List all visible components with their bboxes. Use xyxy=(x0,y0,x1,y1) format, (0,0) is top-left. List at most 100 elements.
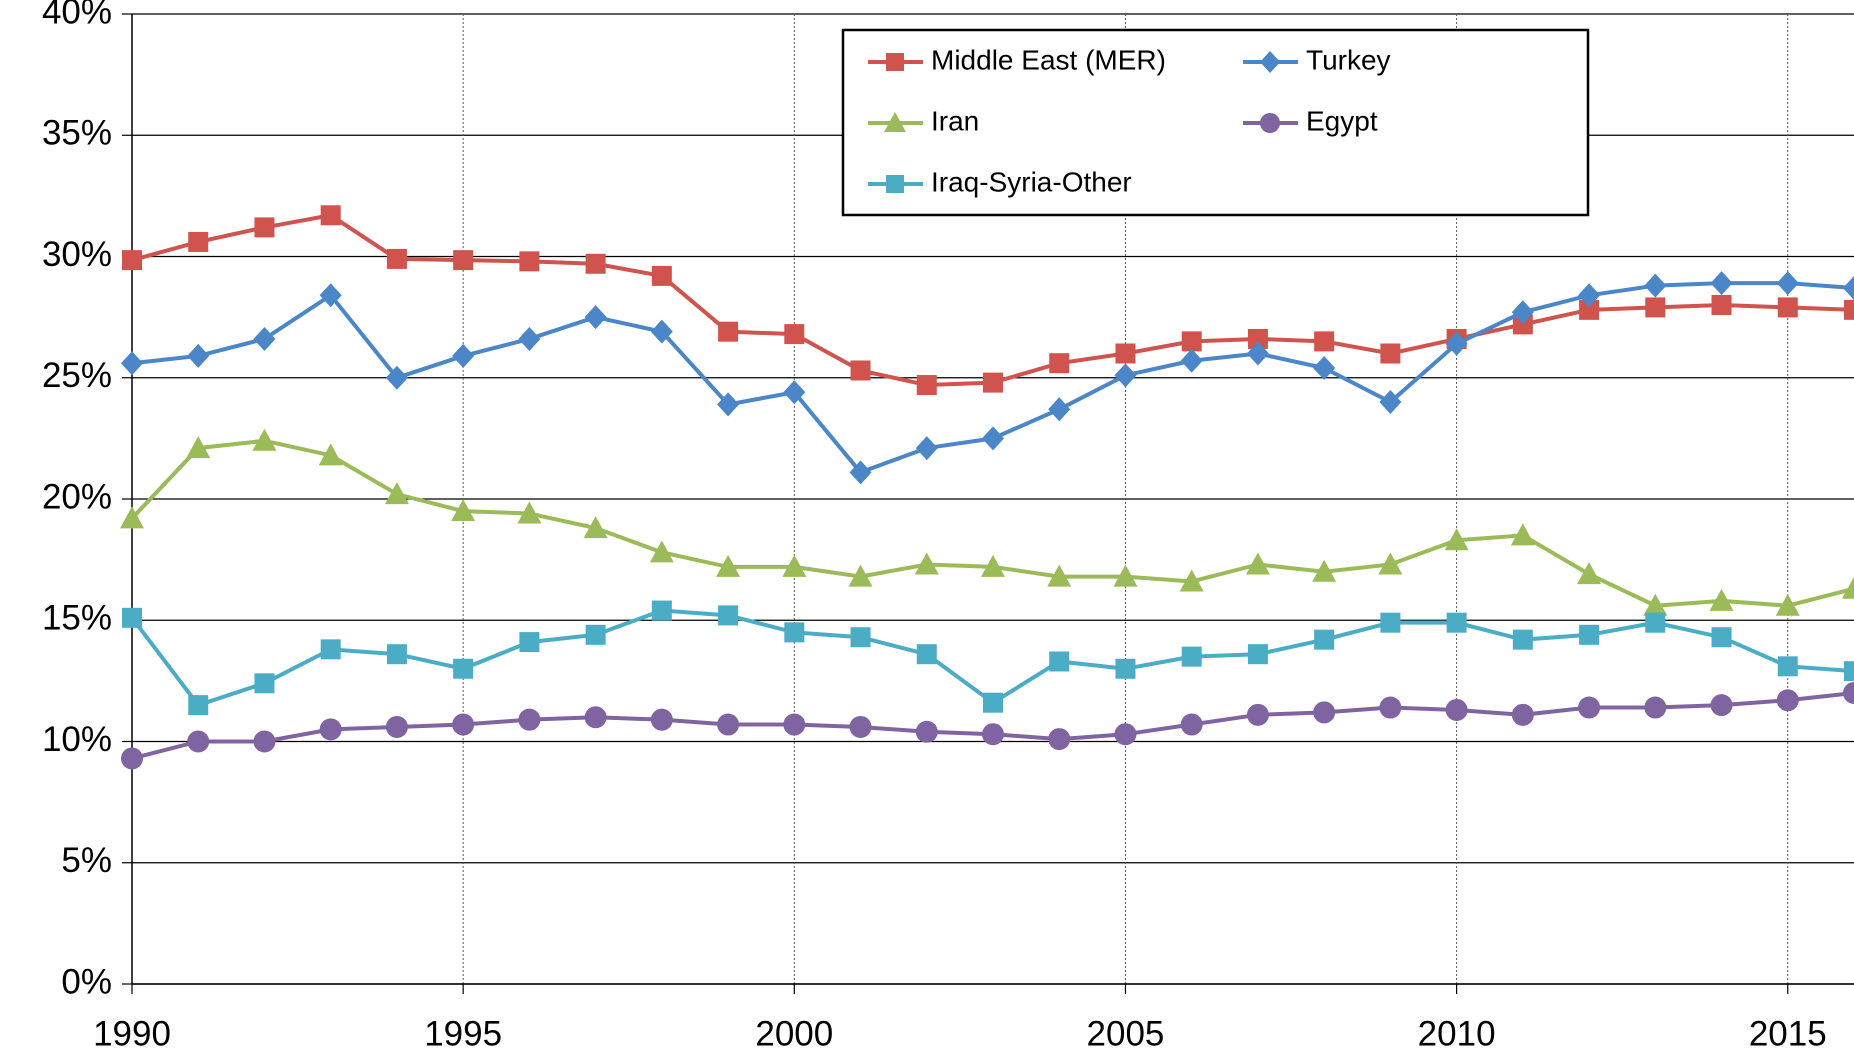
marker xyxy=(1577,562,1602,585)
marker xyxy=(886,53,904,71)
marker xyxy=(718,605,739,626)
marker xyxy=(783,380,806,405)
marker xyxy=(1180,348,1203,373)
marker xyxy=(1843,276,1854,301)
marker xyxy=(850,627,871,648)
marker xyxy=(1512,629,1533,650)
x-tick-label: 2015 xyxy=(1749,1014,1827,1053)
marker xyxy=(1181,331,1202,352)
marker xyxy=(1247,644,1268,665)
y-tick-label: 30% xyxy=(42,235,112,274)
legend-label: Egypt xyxy=(1306,105,1378,136)
marker xyxy=(1113,564,1138,587)
marker xyxy=(1379,696,1402,719)
marker xyxy=(1379,390,1402,414)
marker xyxy=(1645,297,1666,318)
marker xyxy=(914,552,939,575)
marker xyxy=(1644,696,1667,719)
marker xyxy=(451,499,476,522)
x-tick-label: 2010 xyxy=(1418,1014,1496,1053)
marker xyxy=(1710,271,1733,296)
marker xyxy=(386,644,407,665)
marker xyxy=(982,426,1004,451)
marker xyxy=(121,747,143,770)
marker xyxy=(384,482,409,505)
marker xyxy=(1048,728,1071,751)
marker xyxy=(1844,299,1854,320)
marker xyxy=(1776,271,1799,296)
marker xyxy=(782,554,807,577)
marker xyxy=(1115,343,1136,364)
marker xyxy=(585,253,606,274)
marker xyxy=(1445,698,1468,721)
marker xyxy=(717,713,740,736)
marker xyxy=(1777,297,1798,318)
marker xyxy=(519,632,540,653)
marker xyxy=(518,326,541,351)
marker xyxy=(1114,723,1137,746)
marker xyxy=(1644,273,1667,298)
marker xyxy=(122,250,142,271)
marker xyxy=(1842,576,1854,599)
marker xyxy=(1246,341,1269,366)
legend-box xyxy=(841,28,1590,217)
marker xyxy=(187,730,210,753)
marker xyxy=(1313,356,1336,381)
marker xyxy=(1645,612,1666,633)
marker xyxy=(717,392,740,417)
marker xyxy=(1115,658,1136,679)
marker xyxy=(1709,588,1734,611)
marker xyxy=(1049,651,1070,672)
marker xyxy=(983,372,1003,393)
marker xyxy=(718,321,739,342)
marker xyxy=(187,343,210,368)
marker xyxy=(1710,694,1733,717)
marker xyxy=(1247,328,1268,349)
marker xyxy=(318,443,343,466)
marker xyxy=(1844,661,1854,682)
y-tick-label: 40% xyxy=(42,0,112,31)
marker xyxy=(915,436,938,461)
marker xyxy=(1047,564,1072,587)
marker xyxy=(254,217,275,238)
marker xyxy=(1313,701,1336,724)
marker xyxy=(1511,300,1534,325)
y-tick-label: 0% xyxy=(61,962,112,1001)
marker xyxy=(1511,703,1534,726)
marker xyxy=(188,231,209,252)
legend: Middle East (MER) Turkey Iran Egypt Iraq-Syr… xyxy=(841,28,1590,217)
marker xyxy=(1510,523,1535,546)
marker xyxy=(1180,713,1203,736)
marker xyxy=(716,554,741,577)
marker xyxy=(849,715,872,738)
y-tick-label: 5% xyxy=(61,841,112,880)
marker xyxy=(784,324,805,345)
marker xyxy=(650,319,673,344)
marker xyxy=(1114,363,1137,388)
marker xyxy=(916,375,937,396)
marker xyxy=(1579,624,1600,645)
marker xyxy=(121,351,143,376)
marker xyxy=(1314,331,1335,352)
marker xyxy=(1312,559,1337,582)
x-tick-label: 1995 xyxy=(424,1014,502,1053)
marker xyxy=(1578,283,1601,308)
marker xyxy=(188,695,209,716)
marker xyxy=(453,250,474,271)
marker xyxy=(1181,646,1202,667)
marker xyxy=(320,205,341,226)
x-tick-label: 2000 xyxy=(755,1014,833,1053)
marker xyxy=(253,730,276,753)
marker xyxy=(1179,569,1204,592)
marker xyxy=(585,624,606,645)
marker xyxy=(1775,593,1800,616)
marker xyxy=(850,360,871,381)
marker xyxy=(186,436,211,459)
marker xyxy=(848,564,873,587)
marker xyxy=(319,718,342,741)
marker xyxy=(584,706,607,729)
marker xyxy=(1776,689,1799,712)
marker xyxy=(1260,51,1280,73)
marker xyxy=(584,305,607,330)
